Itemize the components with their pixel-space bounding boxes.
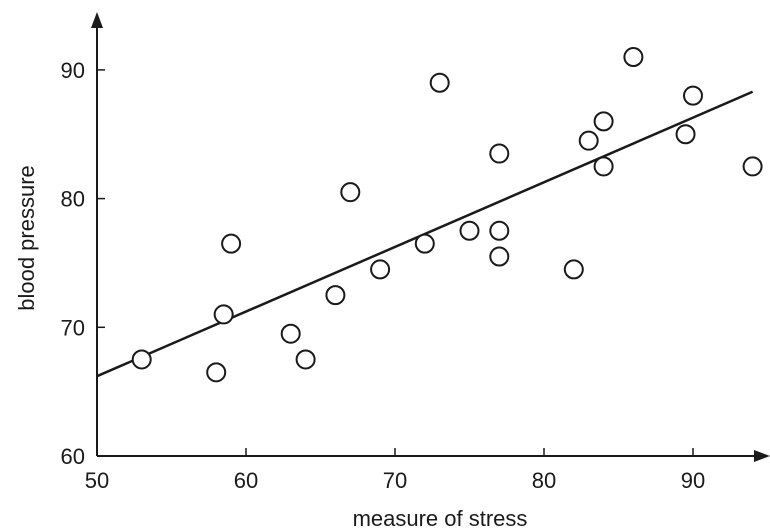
x-axis-arrow-icon: [754, 450, 770, 462]
x-axis-title: measure of stress: [353, 506, 528, 529]
scatter-point: [595, 112, 613, 130]
y-axis-arrow-icon: [91, 12, 103, 28]
data-points: [133, 48, 762, 381]
scatter-point: [431, 74, 449, 92]
y-axis-title: blood pressure: [14, 165, 39, 311]
y-tick-label: 70: [61, 315, 85, 340]
scatter-point: [744, 157, 762, 175]
y-tick-label: 90: [61, 58, 85, 83]
scatter-point: [207, 363, 225, 381]
scatter-point: [133, 350, 151, 368]
x-tick-label: 60: [234, 468, 258, 493]
scatter-point: [684, 87, 702, 105]
y-tick-label: 60: [61, 444, 85, 469]
scatter-point: [222, 235, 240, 253]
scatter-point: [624, 48, 642, 66]
scatter-point: [326, 286, 344, 304]
scatter-point: [580, 132, 598, 150]
scatter-point: [595, 157, 613, 175]
scatter-point: [490, 222, 508, 240]
scatter-point: [490, 145, 508, 163]
scatter-point: [215, 305, 233, 323]
scatter-point: [461, 222, 479, 240]
y-tick-label: 80: [61, 187, 85, 212]
scatter-point: [297, 350, 315, 368]
x-tick-label: 80: [532, 468, 556, 493]
scatter-point: [565, 260, 583, 278]
scatter-point: [371, 260, 389, 278]
scatter-point: [677, 125, 695, 143]
x-tick-label: 90: [681, 468, 705, 493]
scatter-point: [341, 183, 359, 201]
scatter-point: [282, 325, 300, 343]
x-tick-label: 50: [85, 468, 109, 493]
scatter-point: [416, 235, 434, 253]
scatter-point: [490, 248, 508, 266]
x-tick-label: 70: [383, 468, 407, 493]
